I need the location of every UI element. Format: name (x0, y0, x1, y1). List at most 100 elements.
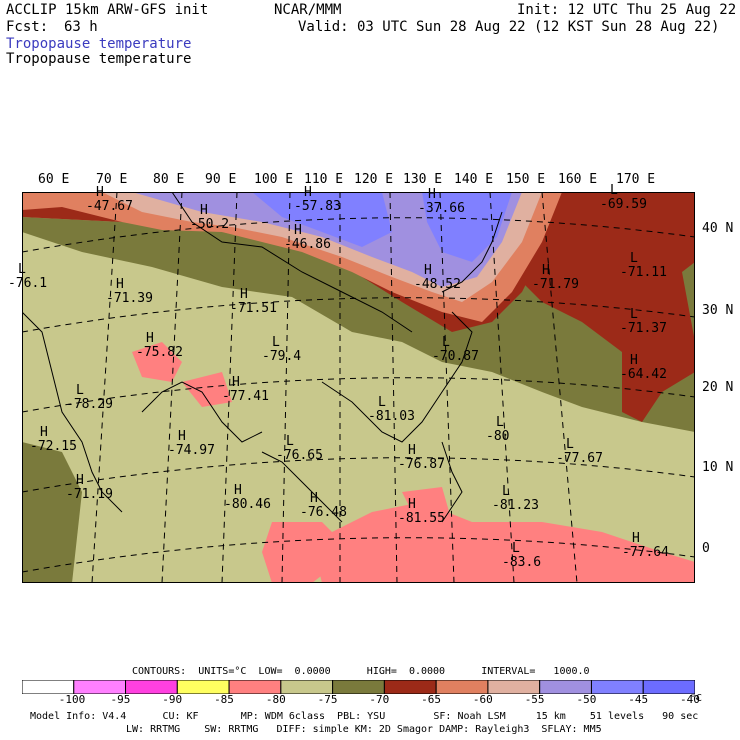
lon-label: 150 E (506, 172, 546, 187)
high-marker: H (408, 497, 416, 512)
low-marker: L (272, 335, 280, 350)
extremum-value: -71.37 (620, 321, 667, 336)
extremum-value: -83.6 (502, 555, 542, 570)
low-marker: L (610, 183, 618, 198)
shade-olive (22, 442, 82, 583)
extremum-value: -80.46 (224, 497, 271, 512)
coastlines (22, 192, 503, 523)
colorbar-swatch (332, 680, 385, 694)
lon-label: 70 E (96, 172, 128, 187)
high-marker: H (632, 531, 640, 546)
shade-salmon (312, 502, 695, 583)
colorbar-swatch (487, 680, 541, 694)
lat-label: 0 (702, 541, 710, 556)
extremum-value: -78.29 (66, 397, 113, 412)
extremum-value: -71.39 (106, 291, 153, 306)
colorbar-tick-label: -50 (576, 693, 597, 706)
lon-label: 140 E (454, 172, 494, 187)
model-title: ACCLIP 15km ARW-GFS init (6, 2, 209, 18)
lat-label: 20 N (702, 380, 734, 395)
extremum-value: -71.11 (620, 265, 667, 280)
high-marker: H (200, 203, 208, 218)
colorbar (22, 680, 695, 694)
contours-info: CONTOURS: UNITS=°C LOW= 0.0000 HIGH= 0.0… (132, 666, 590, 677)
colorbar-swatch (435, 680, 489, 694)
colorbar-swatch (642, 680, 695, 694)
colorbar-tick-label: -90 (162, 693, 183, 706)
extremum-value: -77.67 (556, 451, 603, 466)
colorbar-tick-label: -45 (628, 693, 649, 706)
extremum-value: -70.87 (432, 349, 479, 364)
low-marker: L (630, 307, 638, 322)
high-marker: H (428, 187, 436, 202)
colorbar-swatch (539, 680, 592, 694)
low-marker: L (76, 383, 84, 398)
shade-blue (422, 192, 512, 262)
colorbar-swatch (22, 680, 75, 694)
high-marker: H (76, 473, 84, 488)
shade-salmon (182, 372, 232, 407)
high-marker: H (424, 263, 432, 278)
colorbar-tick-label: -55 (524, 693, 545, 706)
extremum-value: -64.42 (620, 367, 667, 382)
high-marker: H (630, 353, 638, 368)
shade-lavender (132, 192, 522, 287)
high-marker: H (146, 331, 154, 346)
lon-label: 110 E (304, 172, 344, 187)
extremum-value: -37.66 (418, 201, 465, 216)
colorbar-swatch (176, 680, 230, 694)
extremum-value: -75.82 (136, 345, 183, 360)
colorbar-swatch (73, 680, 127, 694)
extremum-value: -76.87 (398, 457, 445, 472)
colorbar-tick-label: -40 (680, 693, 700, 706)
lon-label: 130 E (403, 172, 443, 187)
low-marker: L (630, 251, 638, 266)
high-marker: H (96, 185, 104, 200)
init-time: Init: 12 UTC Thu 25 Aug 22 (517, 2, 737, 18)
colorbar-tick-label: -65 (421, 693, 442, 706)
fcst-value: 63 h (64, 19, 98, 35)
extremum-value: -81.55 (398, 511, 445, 526)
extremum-value: -77.64 (622, 545, 669, 560)
extremum-value: -71.79 (532, 277, 579, 292)
colorbar-tick-label: -100 (58, 693, 86, 706)
extremum-value: -48.52 (414, 277, 461, 292)
tropopause-temperature-map (22, 192, 695, 583)
low-marker: L (18, 262, 26, 277)
colorbar-swatch (590, 680, 644, 694)
colorbar-tick-label: -60 (472, 693, 493, 706)
lon-label: 170 E (616, 172, 656, 187)
low-marker: L (566, 437, 574, 452)
extremum-value: -47.67 (86, 199, 133, 214)
lon-label: 100 E (254, 172, 294, 187)
extremum-value: -81.03 (368, 409, 415, 424)
high-marker: H (408, 443, 416, 458)
org-label: NCAR/MMM (274, 2, 342, 18)
shade-olive (22, 217, 695, 432)
high-marker: H (294, 223, 302, 238)
field-title-1: Tropopause temperature (6, 36, 192, 52)
extremum-value: -71.19 (66, 487, 113, 502)
extremum-value: -80 (486, 429, 510, 444)
low-marker: L (496, 415, 504, 430)
shade-salmon (132, 342, 182, 382)
valid-time: Valid: 03 UTC Sun 28 Aug 22 (12 KST Sun … (298, 19, 720, 35)
low-marker: L (286, 434, 294, 449)
extremum-value: -50.2 (190, 217, 230, 232)
field-title-2: Tropopause temperature (6, 51, 192, 67)
extremum-value: -79.4 (262, 349, 302, 364)
extremum-value: -81.23 (492, 498, 539, 513)
high-marker: H (240, 287, 248, 302)
colorbar-swatch (125, 680, 178, 694)
colorbar-swatch (228, 680, 282, 694)
low-marker: L (378, 395, 386, 410)
extremum-value: -57.83 (294, 199, 341, 214)
high-marker: H (116, 277, 124, 292)
extremum-value: -74.97 (168, 443, 215, 458)
extremum-value: -76.1 (8, 276, 48, 291)
lon-label: 120 E (354, 172, 394, 187)
high-marker: H (542, 263, 550, 278)
lon-label: 90 E (205, 172, 237, 187)
high-marker: H (310, 491, 318, 506)
low-marker: L (442, 335, 450, 350)
